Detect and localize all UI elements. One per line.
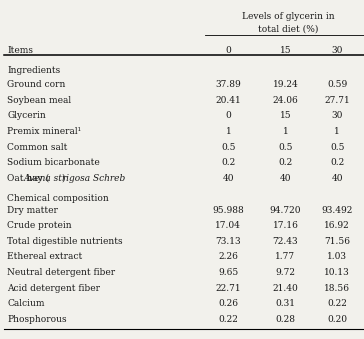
Text: Ingredients: Ingredients xyxy=(7,66,60,75)
Text: 37.89: 37.89 xyxy=(215,80,241,89)
Text: 0.5: 0.5 xyxy=(221,142,236,152)
Text: 0.26: 0.26 xyxy=(218,299,238,308)
Text: 0.5: 0.5 xyxy=(278,142,293,152)
Text: Chemical composition: Chemical composition xyxy=(7,194,109,203)
Text: 22.71: 22.71 xyxy=(215,284,241,293)
Text: 0.31: 0.31 xyxy=(276,299,296,308)
Text: Soybean meal: Soybean meal xyxy=(7,96,71,105)
Text: 0: 0 xyxy=(226,46,231,55)
Text: 40: 40 xyxy=(223,174,234,183)
Text: 0.2: 0.2 xyxy=(221,158,236,167)
Text: 71.56: 71.56 xyxy=(324,237,350,246)
Text: 0.2: 0.2 xyxy=(278,158,293,167)
Text: Oat hay (: Oat hay ( xyxy=(7,174,50,183)
Text: 2.26: 2.26 xyxy=(218,253,238,261)
Text: 0.5: 0.5 xyxy=(330,142,344,152)
Text: 24.06: 24.06 xyxy=(273,96,298,105)
Text: 9.72: 9.72 xyxy=(276,268,296,277)
Text: Levels of glycerin in: Levels of glycerin in xyxy=(242,12,335,21)
Text: 94.720: 94.720 xyxy=(270,206,301,215)
Text: total diet (%): total diet (%) xyxy=(258,24,318,34)
Text: 0.59: 0.59 xyxy=(327,80,347,89)
Text: 0.28: 0.28 xyxy=(276,315,296,324)
Text: 20.41: 20.41 xyxy=(215,96,241,105)
Text: 1: 1 xyxy=(282,127,288,136)
Text: 93.492: 93.492 xyxy=(321,206,353,215)
Text: 17.04: 17.04 xyxy=(215,221,241,230)
Text: Items: Items xyxy=(7,46,33,55)
Text: 73.13: 73.13 xyxy=(215,237,241,246)
Text: Calcium: Calcium xyxy=(7,299,45,308)
Text: Acid detergent fiber: Acid detergent fiber xyxy=(7,284,100,293)
Text: 40: 40 xyxy=(332,174,343,183)
Text: Avena strigosa Schreb: Avena strigosa Schreb xyxy=(24,174,126,183)
Text: 1: 1 xyxy=(226,127,231,136)
Text: 21.40: 21.40 xyxy=(273,284,298,293)
Text: 0.22: 0.22 xyxy=(218,315,238,324)
Text: 17.16: 17.16 xyxy=(273,221,298,230)
Text: 1: 1 xyxy=(334,127,340,136)
Text: 1.03: 1.03 xyxy=(327,253,347,261)
Text: 15: 15 xyxy=(280,46,291,55)
Text: 1.77: 1.77 xyxy=(276,253,296,261)
Text: 0.20: 0.20 xyxy=(327,315,347,324)
Text: ): ) xyxy=(61,174,64,183)
Text: 16.92: 16.92 xyxy=(324,221,350,230)
Text: Dry matter: Dry matter xyxy=(7,206,58,215)
Text: 95.988: 95.988 xyxy=(213,206,244,215)
Text: 9.65: 9.65 xyxy=(218,268,238,277)
Text: Premix mineral¹: Premix mineral¹ xyxy=(7,127,81,136)
Text: 15: 15 xyxy=(280,111,291,120)
Text: Crude protein: Crude protein xyxy=(7,221,72,230)
Text: Neutral detergent fiber: Neutral detergent fiber xyxy=(7,268,115,277)
Text: 0.2: 0.2 xyxy=(330,158,344,167)
Text: 0: 0 xyxy=(226,111,231,120)
Text: 40: 40 xyxy=(280,174,291,183)
Text: Total digestible nutrients: Total digestible nutrients xyxy=(7,237,123,246)
Text: Glycerin: Glycerin xyxy=(7,111,46,120)
Text: 27.71: 27.71 xyxy=(324,96,350,105)
Text: 30: 30 xyxy=(332,111,343,120)
Text: Phosphorous: Phosphorous xyxy=(7,315,67,324)
Text: 0.22: 0.22 xyxy=(327,299,347,308)
Text: Sodium bicarbonate: Sodium bicarbonate xyxy=(7,158,100,167)
Text: Common salt: Common salt xyxy=(7,142,68,152)
Text: 30: 30 xyxy=(332,46,343,55)
Text: Ethereal extract: Ethereal extract xyxy=(7,253,83,261)
Text: 72.43: 72.43 xyxy=(273,237,298,246)
Text: 19.24: 19.24 xyxy=(273,80,298,89)
Text: 10.13: 10.13 xyxy=(324,268,350,277)
Text: Ground corn: Ground corn xyxy=(7,80,66,89)
Text: 18.56: 18.56 xyxy=(324,284,350,293)
